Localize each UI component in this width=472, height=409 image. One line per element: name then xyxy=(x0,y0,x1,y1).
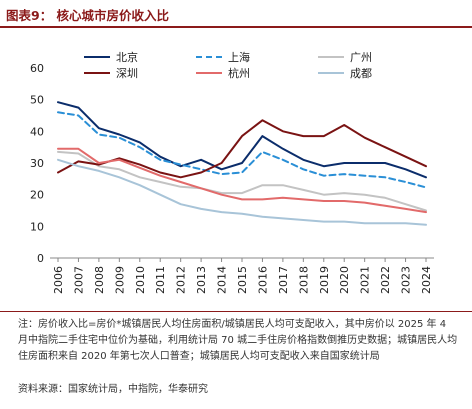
x-axis: 2006 2007 2008 2009 2010 2011 2012 2013 2014 2015… xyxy=(52,258,433,294)
x-tick-label: 2020 xyxy=(338,266,351,294)
y-axis: 0 10 20 30 40 50 60 xyxy=(30,62,44,265)
x-tick-label: 2015 xyxy=(236,266,249,294)
x-tick-label: 2010 xyxy=(134,266,147,294)
x-tick-label: 2007 xyxy=(72,266,85,294)
series-line xyxy=(57,150,427,212)
x-tick-label: 2012 xyxy=(175,266,188,294)
x-tick-label: 2017 xyxy=(277,266,290,294)
x-tick-label: 2023 xyxy=(400,266,413,294)
series-line xyxy=(57,111,427,189)
x-tick-label: 2009 xyxy=(113,266,126,294)
title-bar: 图表9： 核心城市房价收入比 xyxy=(0,0,472,26)
title-rule xyxy=(0,26,472,28)
legend-label: 杭州 xyxy=(228,66,250,80)
bottom-rule xyxy=(0,311,472,312)
series-line xyxy=(57,158,427,226)
x-tick-label: 2016 xyxy=(256,266,269,294)
x-tick-label: 2008 xyxy=(93,266,106,294)
y-tick-label: 0 xyxy=(37,252,44,265)
chart-note: 注：房价收入比=房价*城镇居民人均住房面积/城镇居民人均可支配收入，其中房价以 … xyxy=(18,319,458,362)
x-tick-label: 2021 xyxy=(359,266,372,294)
legend-label: 广州 xyxy=(350,51,372,64)
x-tick-label: 2018 xyxy=(297,266,310,294)
y-tick-label: 30 xyxy=(30,157,44,170)
y-tick-label: 60 xyxy=(30,62,44,75)
series-line xyxy=(57,119,427,179)
y-tick-label: 20 xyxy=(30,189,44,202)
x-tick-label: 2006 xyxy=(52,266,65,294)
x-tick-label: 2013 xyxy=(195,266,208,294)
legend-label: 北京 xyxy=(116,50,138,64)
y-tick-label: 10 xyxy=(30,220,44,233)
series-line xyxy=(57,101,427,179)
x-tick-label: 2024 xyxy=(420,266,433,294)
x-tick-label: 2022 xyxy=(379,266,392,294)
legend-label: 深圳 xyxy=(116,67,138,80)
chart-title: 图表9： 核心城市房价收入比 xyxy=(6,8,170,23)
y-tick-label: 40 xyxy=(30,125,44,138)
legend-label: 成都 xyxy=(350,67,372,80)
x-tick-label: 2014 xyxy=(216,266,229,294)
y-tick-label: 50 xyxy=(30,94,44,107)
series-line xyxy=(57,147,427,214)
x-tick-label: 2011 xyxy=(154,266,167,294)
chart-source: 资料来源：国家统计局，中指院，华泰研究 xyxy=(18,384,208,395)
legend-label: 上海 xyxy=(228,50,250,64)
x-tick-label: 2019 xyxy=(318,266,331,294)
series-lines xyxy=(57,101,427,226)
